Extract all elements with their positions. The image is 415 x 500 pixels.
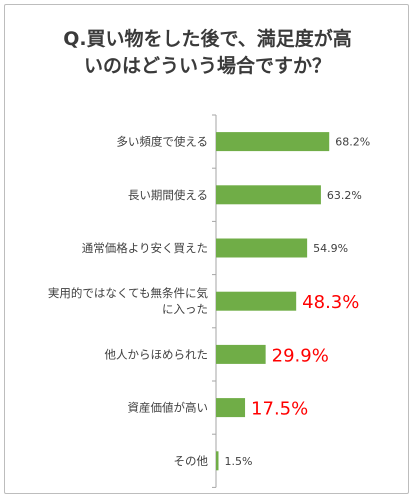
category-label: 実用的ではなくても無条件に気 <box>48 286 209 300</box>
bar <box>216 344 266 364</box>
data-label: 63.2% <box>327 189 362 202</box>
data-label: 29.9% <box>272 345 329 366</box>
category-label: に入った <box>162 302 208 316</box>
chart-title-line-1: Q.買い物をした後で、満足度が高 <box>63 28 352 50</box>
bar <box>216 238 308 258</box>
data-label: 1.5% <box>224 455 252 468</box>
data-label: 68.2% <box>335 136 370 149</box>
chart-title-line-2: いのはどういう場合ですか？ <box>83 55 331 77</box>
bar <box>216 398 246 418</box>
category-label: 資産価値が高い <box>128 401 209 415</box>
bar <box>216 185 321 205</box>
category-label: 多い頻度で使える <box>116 135 208 149</box>
data-label: 17.5% <box>251 399 308 420</box>
bar <box>216 291 297 311</box>
chart-frame <box>4 4 409 494</box>
bar <box>216 132 330 152</box>
category-label: 他人からほめられた <box>105 347 209 361</box>
category-label: その他 <box>174 454 209 468</box>
data-label: 48.3% <box>302 292 359 313</box>
category-label: 長い期間使える <box>128 188 208 202</box>
chart-title: Q.買い物をした後で、満足度が高 いのはどういう場合ですか？ <box>0 26 415 80</box>
category-label: 通常価格より安く買えた <box>82 241 208 255</box>
bar <box>216 451 219 471</box>
data-label: 54.9% <box>313 242 348 255</box>
